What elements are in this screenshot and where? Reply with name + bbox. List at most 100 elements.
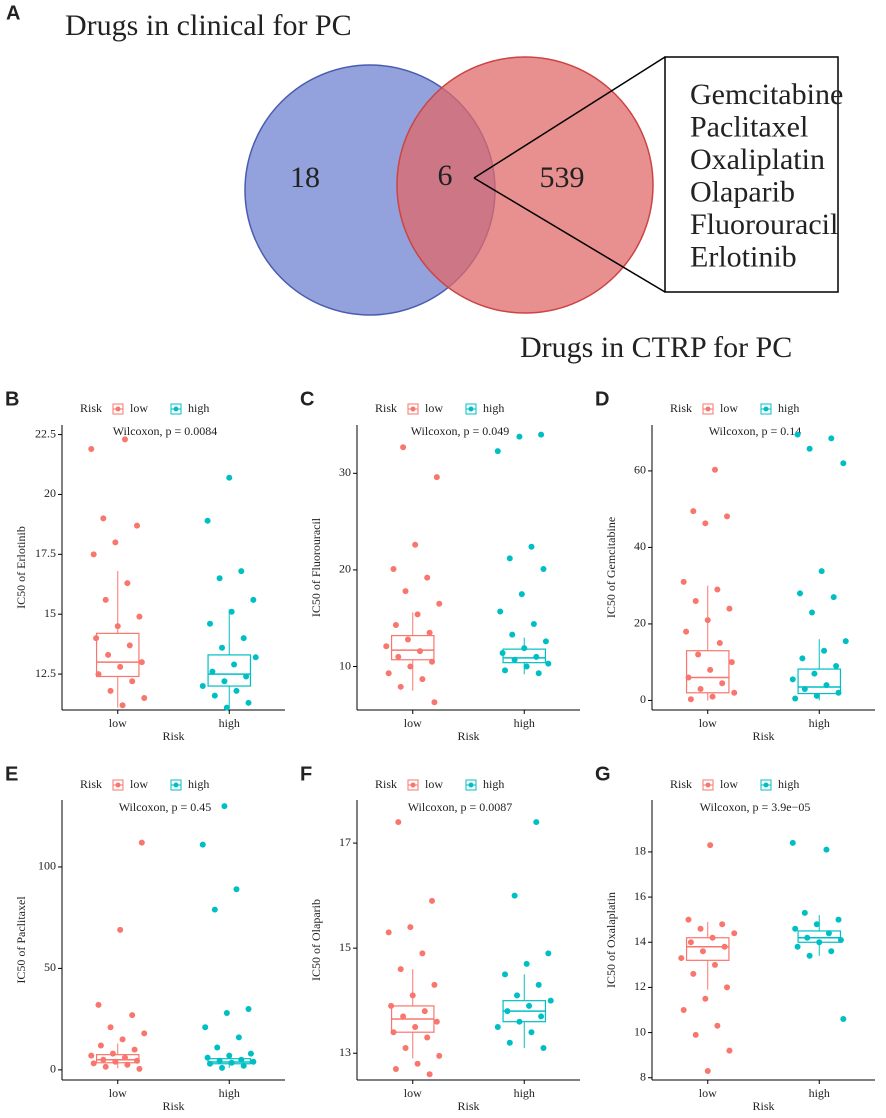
point xyxy=(504,1008,511,1015)
point xyxy=(424,1034,431,1041)
point xyxy=(412,541,419,548)
point xyxy=(402,1044,409,1051)
point xyxy=(402,588,409,595)
point xyxy=(90,551,97,558)
x-tick-label: high xyxy=(219,716,240,730)
legend-label: low xyxy=(130,777,148,791)
point xyxy=(806,445,813,452)
y-axis-label: IC50 of Erlotinib xyxy=(14,526,28,609)
point xyxy=(109,1050,116,1057)
point xyxy=(801,685,808,692)
point xyxy=(390,565,397,572)
legend-title: Risk xyxy=(80,777,102,791)
point xyxy=(112,1058,119,1065)
point xyxy=(816,939,823,946)
point xyxy=(535,981,542,988)
venn-right-label: Drugs in CTRP for PC xyxy=(520,331,792,364)
point xyxy=(501,667,508,674)
point xyxy=(397,683,404,690)
point xyxy=(702,995,709,1002)
point xyxy=(100,1056,107,1063)
point xyxy=(431,981,438,988)
x-axis-label: Risk xyxy=(752,729,774,743)
point xyxy=(126,642,133,649)
point xyxy=(206,620,213,627)
point xyxy=(709,693,716,700)
y-axis-label: IC50 of Gemcitabine xyxy=(604,517,618,618)
point xyxy=(516,1018,523,1025)
point xyxy=(794,431,801,438)
point xyxy=(392,1065,399,1072)
point xyxy=(233,886,240,893)
point xyxy=(395,653,402,660)
point xyxy=(494,1023,501,1030)
legend-key xyxy=(468,406,474,412)
y-axis-label: IC50 of Olaparib xyxy=(309,899,323,981)
point xyxy=(119,702,126,709)
point xyxy=(811,670,818,677)
annotation: Wilcoxon, p = 0.14 xyxy=(709,424,802,438)
point xyxy=(429,658,436,665)
point xyxy=(407,924,414,931)
y-tick-label: 20 xyxy=(634,616,646,630)
point xyxy=(211,692,218,699)
x-tick-label: high xyxy=(514,1086,535,1100)
point xyxy=(697,925,704,932)
point xyxy=(414,611,421,618)
point xyxy=(538,1013,545,1020)
legend-label: low xyxy=(130,401,148,415)
y-tick-label: 8 xyxy=(640,1069,646,1083)
point xyxy=(119,1036,126,1043)
point xyxy=(721,943,728,950)
point xyxy=(709,934,716,941)
point xyxy=(813,692,820,699)
point xyxy=(528,543,535,550)
point xyxy=(240,635,247,642)
point xyxy=(100,515,107,522)
point xyxy=(514,992,521,999)
drug-name: Fluorouracil xyxy=(690,208,838,241)
point xyxy=(835,689,842,696)
callout-line xyxy=(473,56,666,179)
point xyxy=(499,650,506,656)
legend-key xyxy=(705,406,711,412)
point xyxy=(707,842,714,849)
x-axis-label: Risk xyxy=(457,1099,479,1113)
point xyxy=(809,609,816,616)
point xyxy=(506,555,513,562)
point xyxy=(252,654,259,661)
legend-title: Risk xyxy=(375,401,397,415)
point xyxy=(506,1039,513,1046)
y-axis-label: IC50 of Oxalaplatin xyxy=(604,892,618,988)
x-tick-label: low xyxy=(699,1086,717,1100)
point xyxy=(235,1034,242,1041)
point xyxy=(823,846,830,853)
point xyxy=(840,460,847,467)
point xyxy=(828,948,835,955)
point xyxy=(219,1064,226,1071)
y-tick-label: 60 xyxy=(634,463,646,477)
x-tick-label: low xyxy=(109,716,127,730)
point xyxy=(497,608,504,615)
point xyxy=(390,1029,397,1036)
point xyxy=(233,687,240,694)
point xyxy=(134,1057,141,1064)
y-tick-label: 17 xyxy=(339,835,351,849)
y-tick-label: 10 xyxy=(339,658,351,672)
point xyxy=(117,663,124,670)
drug-name: Oxaliplatin xyxy=(690,143,825,176)
point xyxy=(690,508,697,515)
point xyxy=(724,513,731,520)
point xyxy=(724,984,731,991)
point xyxy=(136,613,143,620)
box xyxy=(95,632,140,678)
point xyxy=(383,643,390,650)
point xyxy=(494,448,501,455)
point xyxy=(535,670,542,677)
point xyxy=(414,1060,421,1067)
point xyxy=(728,659,735,666)
point xyxy=(685,916,692,923)
point xyxy=(129,1012,136,1019)
point xyxy=(90,1060,97,1067)
point xyxy=(714,586,721,593)
